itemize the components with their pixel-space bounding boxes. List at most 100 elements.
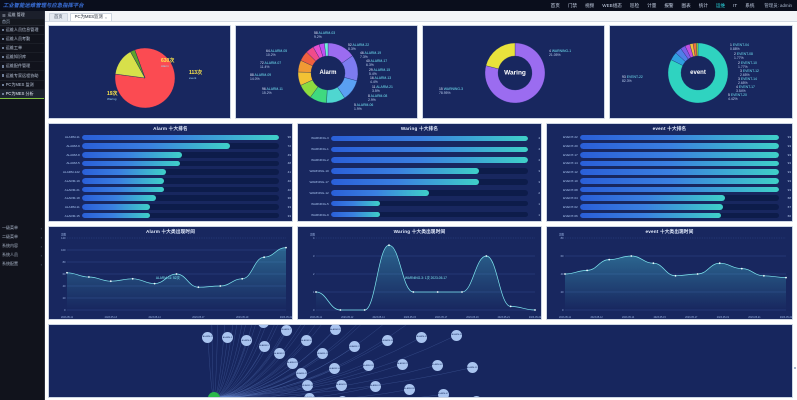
panel-waring-time[interactable]: Waring 十大类出现时间 0 1 2 3 4 2023-05-11 2023-05-12 2… (297, 226, 542, 320)
graph-node[interactable]: ALARM-3 (257, 325, 269, 328)
bar-row[interactable]: EVENT-02 67 (550, 203, 791, 212)
graph-node[interactable]: ALARM-37 (396, 358, 408, 370)
bar-row[interactable]: WARNING-10 3 (301, 166, 540, 177)
topnav-item-7[interactable]: 图表 (681, 3, 691, 8)
graph-node[interactable]: ALARM-26 (329, 325, 341, 336)
bar-row[interactable]: WARNING-12 2 (301, 187, 540, 198)
bar-row[interactable]: WARNING-9 1 (301, 209, 540, 220)
bar-row[interactable]: ALARM-19 40 (52, 177, 291, 186)
sidebar-subheader[interactable]: 首页 (0, 19, 44, 26)
graph-node[interactable]: ALARM-47 (437, 388, 449, 397)
graph-node[interactable]: ALARM-36 (382, 335, 394, 347)
graph-node[interactable]: ALARM-45 (416, 331, 428, 343)
menu-icon[interactable]: ☰ (2, 12, 6, 18)
topnav-item-10[interactable]: IT (733, 3, 738, 8)
topnav-item-11[interactable]: 系统 (745, 3, 755, 8)
graph-node[interactable]: ALARM-46 (431, 359, 443, 371)
bar-row[interactable]: WARNING-5 1 (301, 198, 540, 209)
bar-row[interactable]: ALARM-9 72 (52, 142, 291, 151)
bar-row[interactable]: EVENT-14 93 (550, 159, 791, 168)
bar-row[interactable]: WARNING-2 4 (301, 155, 540, 166)
bar-row[interactable]: ALARM-5 48 (52, 159, 291, 168)
bar-row[interactable]: ALARM-15 33 (52, 211, 291, 220)
panel-alarm-rank[interactable]: Alarm 十大排名 ALARM-11 96 ALARM-9 72 ALARM-8 49 AL… (48, 123, 293, 222)
bar-row[interactable]: EVENT-17 93 (550, 150, 791, 159)
sidebar-bottom-item-3[interactable]: 系统人员 › (0, 251, 44, 260)
graph-node[interactable]: ALARM-18 (302, 380, 314, 392)
sidebar-item-2[interactable]: 运维工单 (0, 44, 44, 54)
panel-event-time[interactable]: event 十大类出现时间 0 20 40 60 80 2023-05-11 2023-05-… (546, 226, 793, 320)
bar-row[interactable]: ALARM-122 41 (52, 168, 291, 177)
sidebar-item-4[interactable]: 运维配件管理 (0, 62, 44, 72)
bar-row[interactable]: EVENT-06 66 (550, 211, 791, 220)
tab-0[interactable]: 首页 (49, 12, 68, 21)
graph-node[interactable]: ALARM-56 (470, 395, 482, 397)
panel-waring-rank[interactable]: Waring 十大排名 WARNING-3 4 WARNING-1 4 WARNING-2… (297, 123, 542, 222)
sidebar-bottom-item-4[interactable]: 系统配置 › (0, 260, 44, 269)
graph-node[interactable]: ALARM-54 (451, 329, 463, 341)
bar-row[interactable]: ALARM-8 49 (52, 150, 291, 159)
panel-network-graph[interactable]: ALARM-11 ALARM-9 ALARM-8 ALARM-5 ALARM-22 ALA… (48, 324, 793, 398)
graph-node[interactable]: ALARM-15 (304, 392, 316, 397)
topnav-item-4[interactable]: 巡检 (629, 3, 640, 8)
bar-row[interactable]: EVENT-22 93 (550, 133, 791, 142)
sidebar-item-1[interactable]: 运维人员考勤 (0, 35, 44, 45)
bar-row[interactable]: WARNING-3 4 (301, 133, 540, 144)
bar-row[interactable]: ALARM-11 96 (52, 133, 291, 142)
sidebar-item-0[interactable]: 运维人员信息管理 (0, 26, 44, 36)
sidebar-bottom-item-1[interactable]: 二级菜单 › (0, 233, 44, 242)
graph-node[interactable]: ALARM-7 (280, 325, 292, 336)
topnav-item-0[interactable]: 首页 (550, 3, 560, 8)
graph-node[interactable]: ALARM-14 (329, 363, 341, 375)
graph-node[interactable]: ALARM-21 (296, 368, 308, 380)
graph-node[interactable]: ALARM-8 (240, 335, 252, 347)
bar-row[interactable]: WARNING-1 4 (301, 144, 540, 155)
graph-node[interactable]: ALARM-17 (337, 396, 349, 397)
bar-row[interactable]: EVENT-12 93 (550, 168, 791, 177)
sidebar-item-5[interactable]: 运维专家远程协助 (0, 71, 44, 81)
topnav-item-2[interactable]: 视频 (585, 3, 595, 8)
topnav-item-5[interactable]: 计量 (647, 3, 657, 8)
bar-row[interactable]: EVENT-08 93 (550, 185, 791, 194)
bar-row[interactable]: EVENT-04 68 (550, 194, 791, 203)
graph-node[interactable]: ALARM-22 (274, 348, 285, 360)
graph-node[interactable]: ALARM-38 (403, 383, 415, 395)
topnav-item-9[interactable]: 运维 (711, 0, 730, 12)
sidebar-item-7[interactable]: PC为MES 分析 (0, 89, 44, 99)
graph-node[interactable]: ALARM-10 (300, 335, 312, 347)
sidebar-bottom-item-0[interactable]: 一级菜单 › (0, 224, 44, 233)
graph-node[interactable]: ALARM-28 (362, 360, 374, 372)
sidebar-item-3[interactable]: 运维知识库 (0, 53, 44, 63)
sidebar-bottom-item-2[interactable]: 系统内容 › (0, 242, 44, 251)
bar-row[interactable]: ALARM-21 40 (52, 185, 291, 194)
topnav-item-8[interactable]: 统计 (698, 3, 708, 8)
bar-row[interactable]: WARNING-17 3 (301, 177, 540, 188)
topnav-item-3[interactable]: WEB组态 (602, 3, 622, 8)
graph-node[interactable]: ALARM-29 (369, 380, 381, 392)
bar-row[interactable]: ALARM-18 36 (52, 194, 291, 203)
bar-row[interactable]: EVENT-20 93 (550, 142, 791, 151)
user-label[interactable]: 管理员: admin (764, 2, 792, 8)
graph-node[interactable]: ALARM-16 (335, 379, 347, 391)
graph-node[interactable]: ALARM-55 (466, 362, 478, 374)
tab-close-icon[interactable]: × (104, 14, 108, 20)
panel-waring-donut[interactable]: Waring 4 WARNING-1 21.05% 15 WARNING-3 78.95… (422, 25, 605, 119)
panel-event-rank[interactable]: event 十大排名 EVENT-22 93 EVENT-20 93 EVENT-17 93… (546, 123, 793, 222)
panel-alarm-donut[interactable]: Alarm 5 ALARM-06 1.9% 8 ALARM-08 2.9% 11 ALAR… (235, 25, 418, 119)
graph-node[interactable]: ALARM-12 (317, 348, 329, 360)
panel-event-donut[interactable]: event 1 EVENT-04 0.88% 2 EVENT-08 1.77% 2 EVE… (609, 25, 793, 119)
graph-node[interactable]: ALARM-27 (349, 341, 361, 353)
graph-node[interactable]: ALARM-19 (286, 357, 298, 369)
panel-alarm-time[interactable]: Alarm 十大类出现时间 0 20 40 60 80 100 120 2023-05-11 20… (48, 226, 293, 320)
scrollbar-thumb[interactable] (794, 367, 796, 369)
bar-row[interactable]: ALARM-11 33 (52, 203, 291, 212)
topnav-item-1[interactable]: 门禁 (567, 3, 578, 8)
graph-node[interactable]: ALARM-11 (202, 331, 214, 343)
graph-node[interactable]: ALARM-5 (258, 340, 270, 352)
topnav-item-6[interactable]: 报警 (664, 3, 674, 8)
bar-row[interactable]: EVENT-10 93 (550, 177, 791, 186)
sidebar-item-6[interactable]: PC为MES 监测 (0, 81, 44, 90)
panel-overview-pie[interactable]: 630次 Alarm 113次 event 19次 Waring (48, 25, 231, 119)
graph-node[interactable]: ALARM-9 (221, 332, 233, 344)
graph-root-node[interactable]: MES (208, 392, 220, 397)
